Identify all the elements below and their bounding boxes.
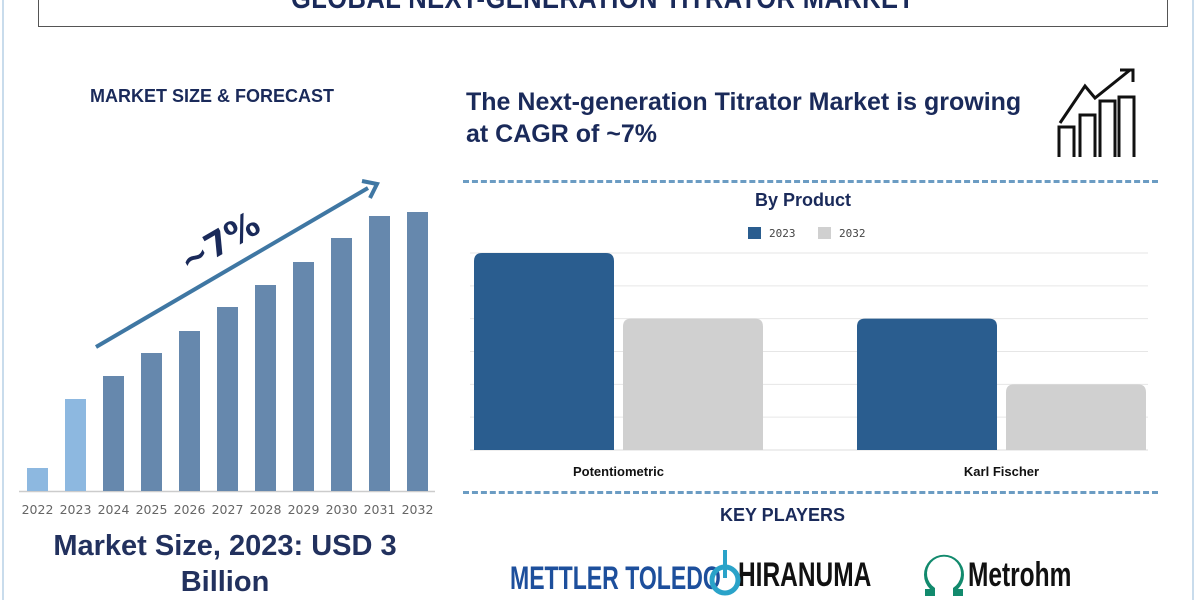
page-title: GLOBAL NEXT-GENERATION TITRATOR MARKET xyxy=(291,0,914,14)
market-forecast-chart: 2022 2023 2024 2025 2026 2027 2028 2029 2030 2031… xyxy=(19,179,435,517)
bar-2032 xyxy=(407,212,428,491)
x-tick-label: 2022 xyxy=(22,502,54,517)
bar-2022 xyxy=(27,468,48,491)
bar-2028 xyxy=(255,285,276,491)
growth-chart-icon xyxy=(1057,68,1136,157)
logo-metrohm: Metrohm xyxy=(968,556,1072,594)
bar-2031 xyxy=(369,216,390,491)
chart-title: By Product xyxy=(755,190,851,210)
x-tick-label: 2023 xyxy=(60,502,92,517)
cagr-annotation: ~7% xyxy=(173,204,268,282)
legend-label: 2032 xyxy=(839,227,866,240)
x-tick-label: 2026 xyxy=(174,502,206,517)
key-players-heading: KEY PLAYERS xyxy=(720,505,846,525)
growth-arrow-icon xyxy=(94,186,370,349)
bar-2023 xyxy=(65,399,86,491)
title-box: GLOBAL NEXT-GENERATION TITRATOR MARKET xyxy=(38,0,1168,27)
x-tick-label: 2032 xyxy=(402,502,434,517)
x-tick-label: 2027 xyxy=(212,502,244,517)
x-tick-label: 2030 xyxy=(326,502,358,517)
bar-2026 xyxy=(179,331,200,491)
category-label: Potentiometric xyxy=(573,464,664,479)
arrowhead-icon xyxy=(361,179,380,199)
bar-potentiometric-2023 xyxy=(474,253,614,450)
bar-2027 xyxy=(217,307,238,491)
bar-karl-fischer-2023 xyxy=(857,318,997,450)
category-label: Karl Fischer xyxy=(964,464,1039,479)
legend-label: 2023 xyxy=(769,227,796,240)
x-tick-label: 2029 xyxy=(288,502,320,517)
bar-karl-fischer-2032 xyxy=(1006,384,1146,450)
legend-swatch-2032 xyxy=(818,227,831,239)
market-size-text: Market Size, 2023: USD 3 Billion xyxy=(53,530,397,598)
x-tick-label: 2031 xyxy=(364,502,396,517)
x-tick-label: 2028 xyxy=(250,502,282,517)
bar-2030 xyxy=(331,238,352,491)
market-size-heading: MARKET SIZE & FORECAST xyxy=(90,86,335,106)
divider-bottom xyxy=(463,491,1158,494)
bar-2029 xyxy=(293,262,314,491)
logo-mettler-toledo: METTLER TOLEDO xyxy=(510,560,721,596)
legend-swatch-2023 xyxy=(748,227,761,239)
divider-top xyxy=(463,180,1158,183)
by-product-chart: By Product 2023 2032 Potentiometric Karl Fis… xyxy=(470,190,1148,479)
bar-2025 xyxy=(141,353,162,491)
bar-2024 xyxy=(103,376,124,491)
bar-potentiometric-2032 xyxy=(623,318,763,450)
cagr-heading: The Next-generation Titrator Market is g… xyxy=(466,88,1022,148)
x-tick-label: 2024 xyxy=(98,502,130,517)
logo-hiranuma: HIRANUMA xyxy=(738,556,872,594)
x-tick-label: 2025 xyxy=(136,502,168,517)
